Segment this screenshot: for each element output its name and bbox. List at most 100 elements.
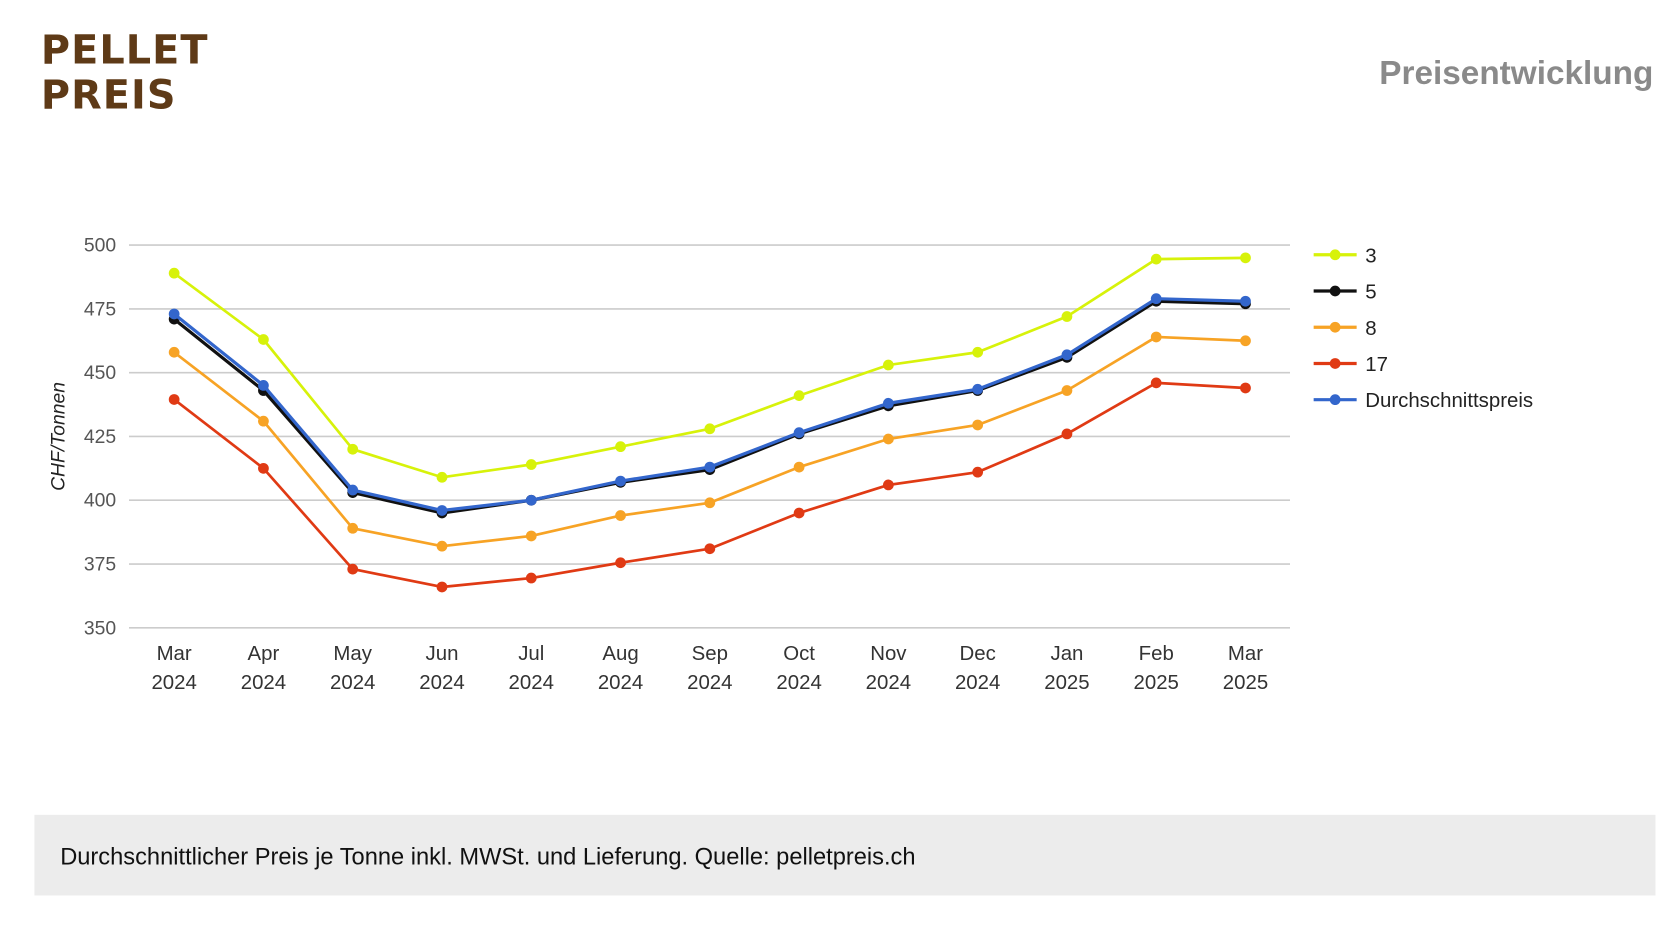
data-point [347,443,359,455]
series-lines [168,252,1251,593]
x-tick-year: 2024 [419,672,464,694]
x-tick-year: 2024 [598,672,643,694]
legend-marker [1329,321,1341,333]
data-point [972,466,984,478]
legend-marker [1329,285,1341,297]
x-tick-year: 2024 [509,672,554,694]
data-point [704,461,716,473]
data-point [615,557,626,569]
price-line-chart: 350 375 400 425 450 475 500 Mar 2024 Apr 2024 May 2… [48,235,1534,695]
data-point [1061,349,1073,361]
legend-label: 17 [1365,354,1388,376]
y-tick-label: 450 [84,362,116,384]
legend-label: 5 [1365,282,1376,304]
series-Durchschnittspreis [168,293,1251,516]
data-point [972,383,984,395]
series-line [173,381,1246,589]
data-point [347,484,359,496]
data-point [436,505,448,516]
data-point [258,415,269,427]
series-line [173,299,1246,515]
data-point [1240,382,1251,394]
x-tick-year: 2024 [151,672,196,694]
data-point [168,394,180,405]
series-8 [168,331,1251,552]
data-point [972,419,984,431]
data-point [525,494,537,506]
x-axis-ticks: Mar 2024 Apr 2024 May 2024 Jun 2024 Jul 2024 Aug 20… [151,643,1268,694]
data-point [704,423,716,435]
x-tick-month: Jan [1050,643,1083,665]
x-tick-month: Jul [518,643,544,665]
data-point [1150,377,1162,389]
x-tick-year: 2024 [330,672,375,694]
series-line [173,335,1246,548]
y-tick-label: 500 [84,235,116,257]
data-point [258,462,269,474]
legend-marker [1329,394,1341,406]
x-tick-month: Apr [248,643,280,665]
data-point [525,459,537,470]
series-line [173,256,1246,479]
x-tick-month: Sep [692,643,728,665]
y-tick-label: 350 [84,617,116,639]
page-title: Preisentwicklung [1379,53,1654,92]
data-point [436,540,448,552]
footer-note-bar: Durchschnittlicher Preis je Tonne inkl. … [34,814,1656,896]
x-tick-year: 2025 [1223,672,1268,694]
y-tick-label: 475 [84,298,116,320]
series-line [173,297,1246,513]
x-tick-month: Feb [1139,643,1174,665]
data-point [1240,295,1251,307]
x-tick-month: Mar [157,643,192,665]
x-tick-year: 2024 [776,672,821,694]
data-point [1061,385,1073,396]
data-point [258,380,269,391]
y-tick-label: 400 [84,490,116,512]
legend: 3 5 8 17 Durchschnittspreis [1313,245,1533,412]
pelletpreis-logo: PELLET PREIS [40,26,209,119]
series-17 [168,377,1251,593]
x-tick-month: Oct [783,643,815,665]
data-point [972,346,984,358]
data-point [615,475,626,487]
data-point [1150,331,1162,343]
data-point [704,543,716,555]
legend-label: 3 [1365,245,1376,267]
data-point [793,507,805,519]
data-point [704,497,716,509]
data-point [883,359,894,371]
logo-line-1: PELLET [40,26,209,74]
logo-line-2: PREIS [40,72,177,119]
x-tick-month: Nov [870,643,907,665]
series-3 [168,252,1251,483]
data-point [168,346,180,358]
data-point [258,334,269,345]
data-point [347,563,359,575]
x-tick-month: Aug [602,643,638,665]
data-point [883,479,894,491]
y-tick-label: 425 [84,426,116,448]
data-point [436,471,448,483]
data-point [525,530,537,542]
data-point [1150,293,1162,305]
series-5 [168,295,1251,519]
data-point [1240,252,1251,264]
x-tick-month: Dec [960,643,996,665]
legend-label: 8 [1365,318,1376,340]
x-tick-year: 2024 [241,672,286,694]
data-point [347,522,359,534]
legend-marker [1329,249,1341,261]
x-tick-year: 2024 [955,672,1000,694]
data-point [1061,428,1073,440]
x-tick-month: May [333,643,372,665]
data-point [168,267,180,279]
data-point [793,390,805,402]
x-tick-year: 2024 [866,672,911,694]
data-point [883,433,894,445]
data-point [525,572,537,584]
y-axis-label: CHF/Tonnen [48,382,70,491]
data-point [1240,335,1251,347]
data-point [1150,253,1162,265]
